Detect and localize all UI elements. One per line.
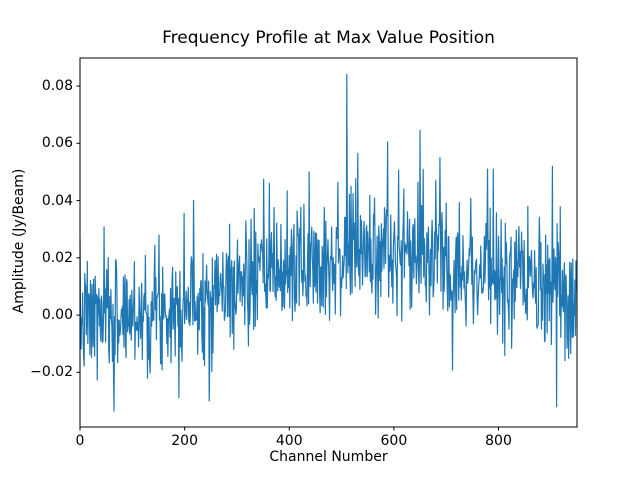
y-tick-label: 0.08: [41, 78, 73, 95]
y-axis-label: Amplitude (Jy/Beam): [11, 168, 27, 314]
axes-spines: [79, 57, 578, 428]
data-line: [79, 73, 578, 412]
x-axis-label: Channel Number: [269, 449, 388, 465]
chart-title: Frequency Profile at Max Value Position: [162, 28, 495, 48]
x-tick-label: 800: [485, 433, 512, 449]
x-tick-label: 600: [380, 433, 408, 449]
y-tick-label: 0.00: [41, 307, 73, 324]
x-tick-label: 400: [275, 433, 303, 449]
axis-ticks: [76, 85, 500, 431]
y-tick-label: −0.02: [30, 364, 73, 381]
x-tick-label: 200: [171, 433, 198, 449]
y-tick-label: 0.02: [41, 249, 73, 266]
y-tick-label: 0.04: [41, 192, 73, 209]
x-tick-label: 0: [75, 433, 85, 449]
y-tick-label: 0.06: [41, 135, 73, 152]
